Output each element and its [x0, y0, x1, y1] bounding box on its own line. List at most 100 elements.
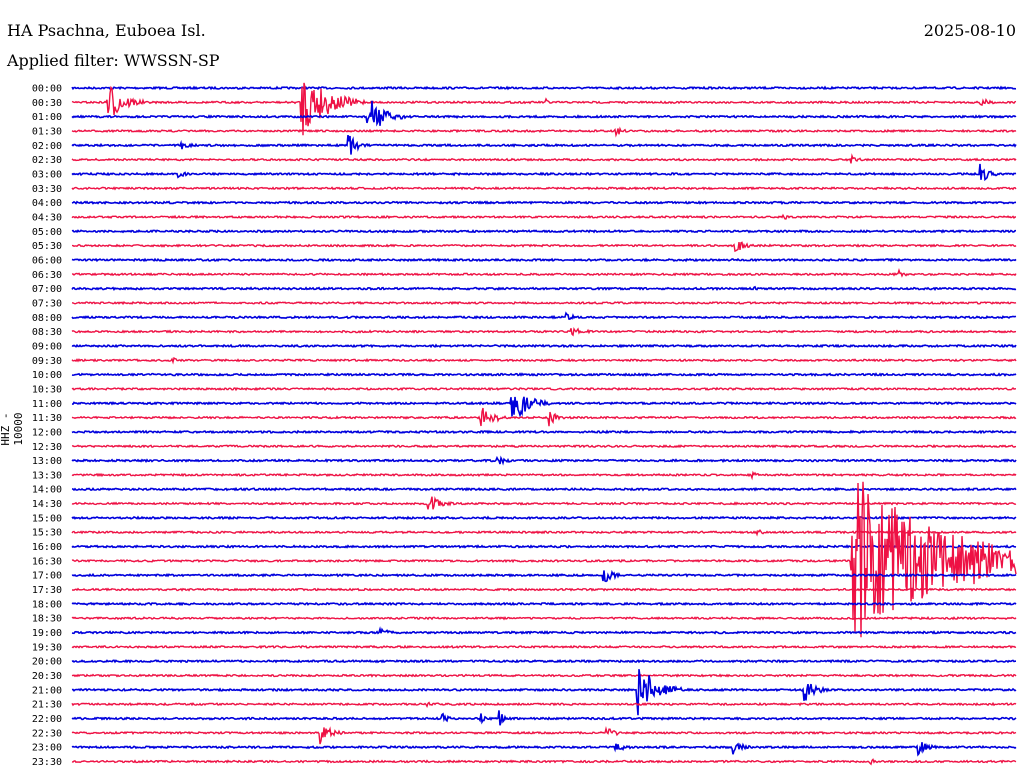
time-tick-label: 02:00: [32, 141, 62, 152]
trace-line: [71, 673, 1017, 678]
time-tick-label: 15:30: [32, 528, 62, 539]
trace-line: [71, 470, 1017, 481]
time-tick-label: 17:00: [32, 571, 62, 582]
time-tick-label: 09:30: [32, 356, 62, 367]
time-tick-label: 00:30: [32, 98, 62, 109]
time-tick-label: 07:30: [32, 298, 62, 309]
trace-line: [71, 495, 1017, 510]
trace-line: [72, 241, 1017, 253]
time-tick-label: 08:00: [32, 313, 62, 324]
time-tick-label: 01:30: [32, 126, 62, 137]
trace-line: [71, 626, 1017, 635]
trace-line: [71, 658, 1016, 664]
time-tick-label: 23:00: [32, 743, 62, 754]
trace-line: [71, 311, 1017, 320]
trace-line: [71, 100, 1017, 127]
trace-line: [71, 528, 1017, 537]
trace-line: [71, 134, 1017, 155]
trace-line: [71, 200, 1017, 205]
time-tick-label: 19:00: [32, 628, 62, 639]
trace-line: [71, 726, 1017, 745]
time-tick-label: 14:30: [32, 499, 62, 510]
time-tick-label: 03:30: [32, 184, 62, 195]
trace-line: [72, 587, 1017, 592]
time-tick-label: 15:00: [32, 513, 62, 524]
trace-line: [71, 372, 1017, 377]
trace-line: [71, 213, 1016, 220]
trace-line: [71, 85, 1017, 91]
trace-line: [71, 257, 1017, 263]
time-tick-label: 22:00: [32, 714, 62, 725]
time-tick-label: 08:30: [32, 327, 62, 338]
trace-line: [71, 285, 1017, 292]
time-tick-label: 19:30: [32, 642, 62, 653]
trace-line: [71, 343, 1017, 349]
time-tick-label: 07:00: [32, 284, 62, 295]
trace-line: [71, 455, 1017, 466]
trace-line: [71, 396, 1017, 418]
trace-line: [71, 486, 1017, 492]
time-tick-label: 11:00: [32, 399, 62, 410]
time-tick-label: 17:30: [32, 585, 62, 596]
time-tick-label: 23:30: [32, 757, 62, 768]
time-tick-label: 02:30: [32, 155, 62, 166]
time-tick-label: 06:00: [32, 255, 62, 266]
trace-line: [71, 186, 1017, 191]
time-tick-label: 16:30: [32, 556, 62, 567]
trace-line: [71, 407, 1017, 427]
trace-line: [71, 615, 1017, 621]
time-tick-label: 05:30: [32, 241, 62, 252]
time-tick-label: 10:00: [32, 370, 62, 381]
trace-line: [71, 601, 1017, 607]
time-tick-label: 12:00: [32, 427, 62, 438]
record-date: 2025-08-10: [923, 21, 1016, 40]
trace-line: [71, 481, 1017, 638]
time-tick-label: 04:00: [32, 198, 62, 209]
time-tick-label: 18:30: [32, 614, 62, 625]
time-tick-label: 10:30: [32, 384, 62, 395]
trace-line: [71, 386, 1016, 392]
trace-line: [71, 701, 1017, 709]
time-tick-label: 01:00: [32, 112, 62, 123]
trace-line: [71, 82, 1017, 136]
trace-line: [71, 268, 1017, 278]
trace-line: [71, 515, 1017, 521]
trace-line: [71, 126, 1017, 138]
trace-line: [71, 300, 1017, 306]
trace-line: [71, 644, 1017, 650]
time-tick-label: 22:30: [32, 728, 62, 739]
trace-line: [71, 444, 1017, 449]
station-title: HA Psachna, Euboea Isl.: [7, 21, 206, 40]
time-tick-label: 00:00: [32, 84, 62, 95]
trace-line: [71, 356, 1017, 365]
time-tick-label: 13:00: [32, 456, 62, 467]
filter-label: Applied filter: WWSSN-SP: [7, 51, 220, 70]
time-tick-label: 18:00: [32, 599, 62, 610]
time-tick-label: 09:00: [32, 341, 62, 352]
time-tick-label: 21:30: [32, 700, 62, 711]
time-tick-label: 04:30: [32, 212, 62, 223]
trace-line: [71, 669, 1017, 716]
time-tick-label: 21:00: [32, 685, 62, 696]
trace-line: [71, 229, 1016, 234]
time-tick-label: 20:00: [32, 657, 62, 668]
time-tick-label: 12:30: [32, 442, 62, 453]
trace-line: [71, 429, 1017, 435]
time-tick-label: 13:30: [32, 470, 62, 481]
trace-line: [71, 758, 1017, 766]
time-tick-label: 20:30: [32, 671, 62, 682]
time-tick-label: 14:00: [32, 485, 62, 496]
time-tick-label: 05:00: [32, 227, 62, 238]
time-tick-label: 06:30: [32, 270, 62, 281]
time-tick-label: 03:00: [32, 169, 62, 180]
trace-line: [71, 327, 1017, 337]
time-tick-label: 11:30: [32, 413, 62, 424]
trace-line: [71, 153, 1017, 164]
trace-line: [71, 742, 1017, 757]
trace-line: [71, 163, 1017, 182]
trace-line: [71, 569, 1017, 583]
time-tick-label: 16:00: [32, 542, 62, 553]
trace-line: [71, 544, 1017, 549]
trace-line: [71, 710, 1017, 726]
